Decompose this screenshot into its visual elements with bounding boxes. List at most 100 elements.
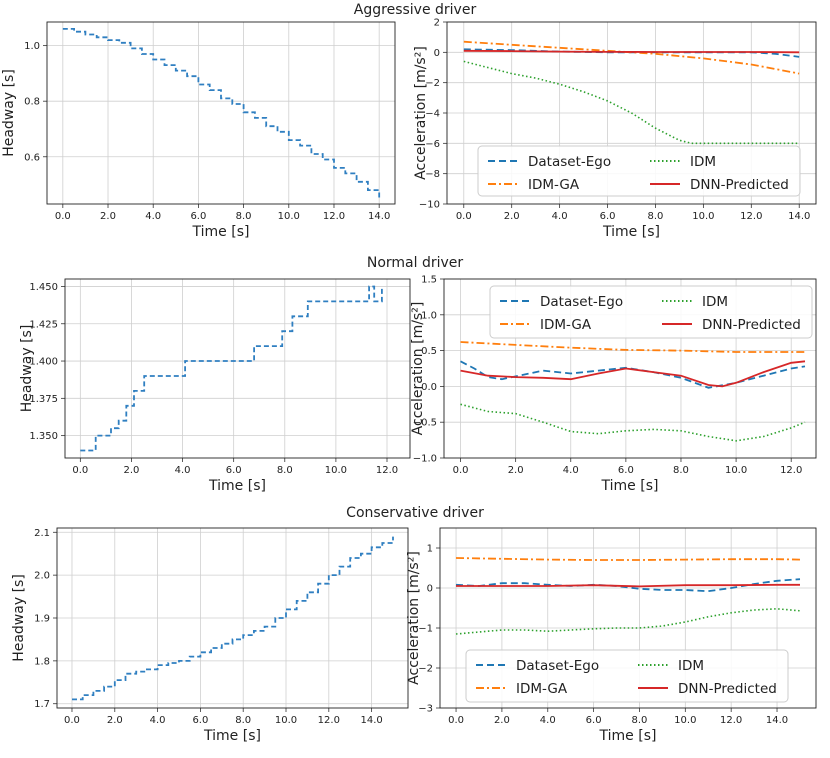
legend-box	[489, 285, 813, 339]
legend-box	[465, 649, 789, 703]
y-tick-label: 1.7	[34, 699, 50, 710]
y-tick-label: 0	[427, 584, 433, 595]
legend-label: DNN-Predicted	[702, 317, 801, 333]
plot-frame	[64, 278, 411, 459]
x-tick-label: 4.0	[145, 211, 161, 222]
series-headway	[62, 27, 381, 199]
y-tick-label: 2	[434, 18, 440, 29]
x-tick-label: 4.0	[150, 715, 166, 726]
legend-label: Dataset-Ego	[540, 294, 623, 310]
legend: Dataset-Ego IDM IDM-GA DNN-Predicted	[489, 285, 813, 339]
x-tick-label: 10.0	[692, 211, 714, 222]
y-axis-label: Headway [s]	[11, 574, 27, 662]
plot-frame	[446, 21, 817, 205]
y-axis-label: Headway [s]	[19, 325, 35, 413]
panel-aggressive-acceleration: 0.0 2.0 4.0 6.0 8.0 10.0 12.0 14.0 −10 −8 −6 −4 −2 0 2…	[413, 18, 817, 240]
y-tick-label: −8	[425, 169, 440, 180]
y-axis-label: Acceleration [m/s²]	[413, 46, 429, 180]
y-tick-label: 1	[427, 544, 433, 555]
series-idm-ga	[455, 557, 801, 561]
x-tick-label: 14.0	[766, 715, 788, 726]
x-tick-label: 2.0	[100, 211, 116, 222]
legend-box	[477, 145, 801, 197]
x-tick-label: 12.0	[323, 211, 345, 222]
x-tick-label: 2.0	[107, 715, 123, 726]
legend: Dataset-Ego IDM IDM-GA DNN-Predicted	[477, 145, 801, 197]
y-tick-label: 2.1	[34, 528, 50, 539]
series-dnn-predicted	[456, 583, 800, 588]
x-tick-label: 10.0	[275, 715, 297, 726]
x-axis-label: Time [s]	[192, 224, 250, 240]
legend: Dataset-Ego IDM IDM-GA DNN-Predicted	[465, 649, 789, 703]
panel-normal-acceleration: 0.0 2.0 4.0 6.0 8.0 10.0 12.0 −1.0 −0.5 0.0 0.5 1.0…	[410, 275, 817, 494]
x-axis-label: Time [s]	[602, 224, 660, 240]
x-tick-label: 8.0	[235, 715, 251, 726]
y-tick-label: 1.400	[29, 357, 58, 368]
x-tick-label: 10.0	[278, 211, 300, 222]
row-title-aggressive: Aggressive driver	[354, 2, 477, 18]
legend-label: IDM	[690, 154, 716, 170]
x-tick-label: 4.0	[540, 715, 556, 726]
x-tick-label: 0.0	[448, 715, 464, 726]
x-tick-label: 6.0	[600, 211, 616, 222]
x-tick-label: 2.0	[494, 715, 510, 726]
series-idm	[463, 60, 800, 145]
y-tick-label: −2	[418, 664, 433, 675]
x-tick-label: 4.0	[552, 211, 568, 222]
y-tick-label: −1	[418, 624, 433, 635]
y-tick-label: −4	[425, 109, 440, 120]
x-tick-label: 2.0	[508, 465, 524, 476]
x-tick-label: 4.0	[563, 465, 579, 476]
legend-label: IDM	[702, 294, 728, 310]
series-headway	[80, 285, 383, 452]
x-tick-label: 0.0	[456, 211, 472, 222]
plot-frame	[56, 527, 409, 709]
series-headway	[72, 536, 394, 701]
series-idm-ga	[463, 40, 800, 75]
x-tick-label: 0.0	[55, 211, 71, 222]
x-tick-label: 8.0	[648, 211, 664, 222]
panel-conservative-headway: 0.0 2.0 4.0 6.0 8.0 10.0 12.0 14.0 1.7 1.8 1.9 2.0 2…	[11, 527, 409, 744]
legend-label: IDM	[678, 658, 704, 674]
panel-normal-headway: 0.0 2.0 4.0 6.0 8.0 10.0 12.0 1.350 1.375 1.400 1.…	[19, 278, 411, 494]
x-tick-label: 8.0	[673, 465, 689, 476]
y-tick-label: 1.8	[34, 656, 50, 667]
y-tick-label: 1.0	[421, 310, 437, 321]
plot-frame	[439, 527, 817, 709]
y-tick-label: 1.375	[29, 394, 58, 405]
y-tick-label: −0.5	[413, 418, 437, 429]
panel-conservative-acceleration: 0.0 2.0 4.0 6.0 8.0 10.0 12.0 14.0 −3 −2 −1 0 1 Time …	[406, 527, 817, 744]
plot-frame	[46, 21, 396, 205]
x-tick-label: 12.0	[740, 211, 762, 222]
x-tick-label: 10.0	[325, 465, 347, 476]
series-idm	[455, 607, 801, 635]
y-tick-label: −2	[425, 78, 440, 89]
series-dataset-ego	[460, 360, 806, 389]
legend-label: Dataset-Ego	[516, 658, 599, 674]
x-tick-label: 2.0	[123, 465, 139, 476]
x-tick-label: 4.0	[175, 465, 191, 476]
x-tick-label: 14.0	[788, 211, 810, 222]
y-tick-label: −3	[418, 704, 433, 715]
y-axis-label: Acceleration [m/s²]	[406, 551, 422, 685]
x-tick-label: 10.0	[674, 715, 696, 726]
y-tick-label: −10	[419, 200, 440, 211]
series-dnn-predicted	[460, 360, 806, 388]
y-tick-label: 0.5	[421, 346, 437, 357]
x-tick-label: 8.0	[632, 715, 648, 726]
y-tick-label: 1.350	[29, 431, 58, 442]
row-title-conservative: Conservative driver	[346, 505, 484, 521]
x-tick-label: 2.0	[504, 211, 520, 222]
x-tick-label: 12.0	[720, 715, 742, 726]
legend-label: DNN-Predicted	[690, 177, 789, 193]
legend-label: IDM-GA	[516, 681, 568, 697]
legend-label: DNN-Predicted	[678, 681, 777, 697]
x-tick-label: 6.0	[586, 715, 602, 726]
plot-frame	[443, 278, 817, 459]
x-tick-label: 12.0	[318, 715, 340, 726]
y-tick-label: 1.9	[34, 614, 50, 625]
legend-label: Dataset-Ego	[528, 154, 611, 170]
y-tick-label: 0.8	[24, 97, 40, 108]
x-tick-label: 6.0	[226, 465, 242, 476]
